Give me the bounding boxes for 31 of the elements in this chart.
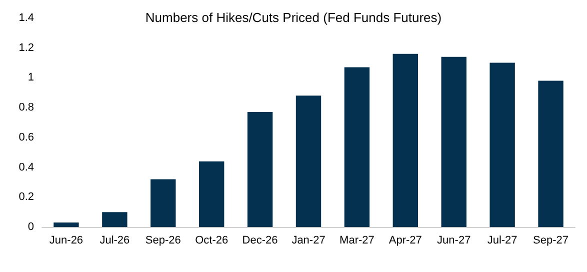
bar <box>198 161 224 227</box>
bar <box>344 67 370 227</box>
x-tick-label: Jul-27 <box>487 234 518 246</box>
y-tick-label: 1.2 <box>18 42 34 54</box>
bar <box>490 62 515 227</box>
x-tick-label: Jan-27 <box>292 234 326 246</box>
bar <box>102 212 128 227</box>
y-tick-label: 1.4 <box>18 12 34 24</box>
x-tick-label: Sep-27 <box>533 234 569 246</box>
y-tick-label: 0.4 <box>18 161 34 174</box>
bar <box>247 112 273 227</box>
bar <box>538 80 564 227</box>
bar <box>54 222 79 227</box>
y-tick-label: 1 <box>28 72 34 84</box>
bar <box>392 54 418 227</box>
y-tick-label: 0.2 <box>18 191 34 204</box>
x-tick-label: Sep-26 <box>145 234 181 246</box>
bar <box>441 56 466 227</box>
y-tick-label: 0.8 <box>18 102 34 114</box>
y-tick-label: 0.6 <box>18 131 34 144</box>
x-tick-label: Oct-26 <box>195 234 228 246</box>
x-tick-label: Jun-26 <box>49 234 84 246</box>
x-tick-label: Mar-27 <box>340 234 374 246</box>
x-tick-label: Jun-27 <box>437 234 471 246</box>
chart-title: Numbers of Hikes/Cuts Priced (Fed Funds Futures) <box>145 10 442 25</box>
x-tick-label: Jul-26 <box>100 234 130 246</box>
x-tick-label: Apr-27 <box>388 234 422 246</box>
bar <box>150 179 176 227</box>
y-tick-label: 0 <box>28 221 34 233</box>
bar <box>296 96 322 227</box>
x-tick-label: Dec-26 <box>242 234 278 246</box>
